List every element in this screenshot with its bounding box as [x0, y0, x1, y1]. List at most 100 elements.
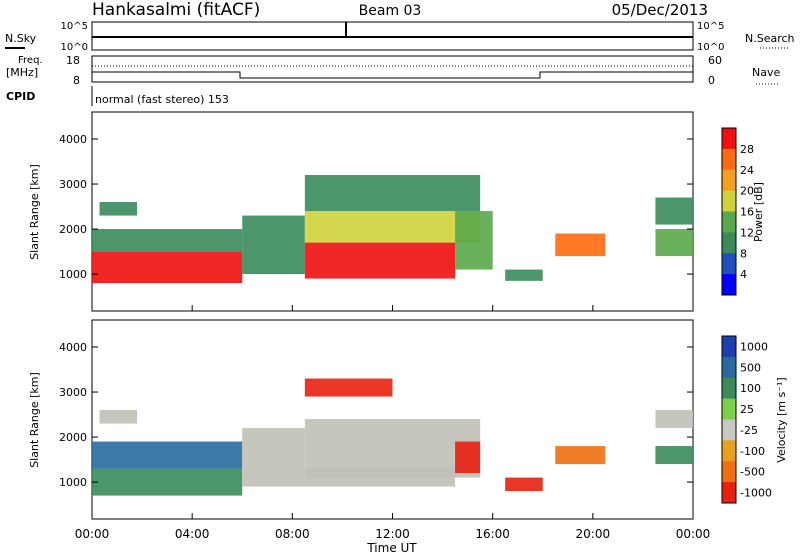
colorbar-segment [722, 461, 736, 483]
cpid-mode-text: normal (fast stereo) 153 [95, 93, 229, 106]
y-tick-label: 1000 [59, 476, 87, 489]
nsky-label: N.Sky [5, 32, 37, 45]
heatmap-region [99, 202, 138, 216]
beam-title: Beam 03 [359, 3, 422, 19]
heatmap-region [455, 211, 493, 270]
heatmap-region [655, 410, 693, 429]
y-tick-label: 4000 [59, 133, 87, 146]
colorbar-tick-label: 24 [740, 164, 754, 177]
noise-trace [92, 22, 693, 38]
heatmap-region [455, 441, 481, 474]
nave-right-tick-bottom: 0 [708, 74, 715, 87]
y-tick-label: 1000 [59, 268, 87, 281]
velocity-colorbar-label: Velocity [m s⁻¹] [775, 377, 788, 462]
heatmap-region [92, 251, 243, 284]
colorbar-tick-label: -500 [740, 466, 765, 479]
colorbar-tick-label: 28 [740, 143, 754, 156]
heatmap-region [304, 242, 456, 279]
colorbar-tick-label: 4 [740, 268, 747, 281]
heatmap-region [655, 229, 693, 257]
heatmap-region [505, 477, 543, 492]
power-colorbar-label: Power [dB] [752, 182, 765, 242]
heatmap-region [304, 419, 481, 478]
heatmap-region [92, 441, 243, 469]
colorbar-segment [722, 148, 736, 171]
x-axis-label: Time UT [366, 541, 417, 554]
colorbar-segment [722, 356, 736, 379]
colorbar-tick-label: 100 [740, 382, 761, 395]
y-tick-label: 2000 [59, 431, 87, 444]
heatmap-region [242, 428, 305, 487]
noise-right-tick-bottom: 10^0 [697, 42, 724, 53]
colorbar-segment [722, 190, 736, 212]
station-title: Hankasalmi (fitACF) [92, 0, 260, 20]
colorbar-segment [722, 398, 736, 420]
power-colorbar: 4 8 12 16 20 24 28 [721, 127, 754, 296]
heatmap-region [555, 446, 606, 465]
colorbar-tick-label: 8 [740, 247, 747, 260]
heatmap-region [655, 197, 693, 225]
colorbar-segment [722, 169, 736, 192]
x-tick-label: 00:00 [75, 527, 110, 541]
heatmap-region [92, 468, 243, 496]
nave-label: Nave [752, 66, 780, 79]
freq-left-tick-top: 18 [66, 54, 80, 67]
freq-strip-frame [91, 55, 694, 83]
y-tick-label: 4000 [59, 341, 87, 354]
colorbar-segment [722, 211, 736, 233]
freq-label-2: [MHz] [6, 66, 38, 79]
colorbar-segment [722, 377, 736, 400]
heatmap-region [505, 269, 543, 281]
colorbar-tick-label: -25 [740, 424, 758, 437]
cpid-label: CPID [6, 90, 35, 103]
noise-left-tick-bottom: 10^0 [61, 42, 88, 53]
colorbar-segment [722, 253, 736, 275]
velocity-heatmap [92, 378, 693, 496]
nave-right-tick-top: 60 [708, 54, 722, 67]
heatmap-region [304, 468, 456, 487]
x-tick-label: 20:00 [576, 527, 611, 541]
heatmap-region [304, 211, 481, 243]
x-tick-label: 16:00 [475, 527, 510, 541]
power-panel: 1000 2000 3000 4000 Slant Range [km] 4 8 12 16… [28, 111, 765, 312]
colorbar-tick-label: 500 [740, 361, 761, 374]
colorbar-tick-label: -1000 [740, 487, 772, 500]
y-tick-label: 3000 [59, 178, 87, 191]
x-tick-label: 00:00 [676, 527, 711, 541]
heatmap-region [99, 410, 138, 424]
colorbar-tick-label: -100 [740, 445, 765, 458]
colorbar-tick-label: 25 [740, 403, 754, 416]
freq-label-1: Freq. [18, 55, 43, 66]
velocity-panel: 1000 2000 3000 4000 Slant Range [km] 1000 50… [28, 319, 788, 520]
colorbar-segment [722, 419, 736, 441]
freq-left-tick-bottom: 8 [73, 74, 80, 87]
colorbar-frame [721, 127, 737, 296]
colorbar-segment [722, 440, 736, 462]
x-tick-label: 08:00 [275, 527, 310, 541]
colorbar-frame [721, 335, 737, 504]
colorbar-tick-label: 12 [740, 226, 754, 239]
power-ylabel: Slant Range [km] [28, 164, 41, 260]
colorbar-segment [722, 232, 736, 254]
colorbar-tick-label: 16 [740, 206, 754, 219]
date-title: 05/Dec/2013 [612, 1, 708, 19]
velocity-ylabel: Slant Range [km] [28, 372, 41, 468]
heatmap-region [304, 175, 481, 212]
colorbar-tick-label: 1000 [740, 340, 768, 353]
x-axis-ticks: 00:00 04:00 08:00 12:00 16:00 20:00 00:00 [75, 305, 711, 541]
colorbar-segment [722, 274, 736, 296]
heatmap-region [655, 446, 693, 465]
velocity-y-ticks: 1000 2000 3000 4000 [59, 341, 693, 489]
colorbar-segment [722, 482, 736, 504]
noise-left-tick-top: 10^5 [61, 21, 88, 32]
x-tick-label: 12:00 [375, 527, 410, 541]
heatmap-region [555, 233, 606, 257]
power-heatmap [92, 175, 693, 284]
y-tick-label: 3000 [59, 386, 87, 399]
power-y-ticks: 1000 2000 3000 4000 [59, 133, 693, 281]
freq-trace [92, 71, 693, 79]
velocity-colorbar: 1000 500 100 25 -25 -100 -500 -1000 [721, 335, 772, 504]
colorbar-segment [722, 336, 736, 358]
colorbar-segment [722, 128, 736, 150]
